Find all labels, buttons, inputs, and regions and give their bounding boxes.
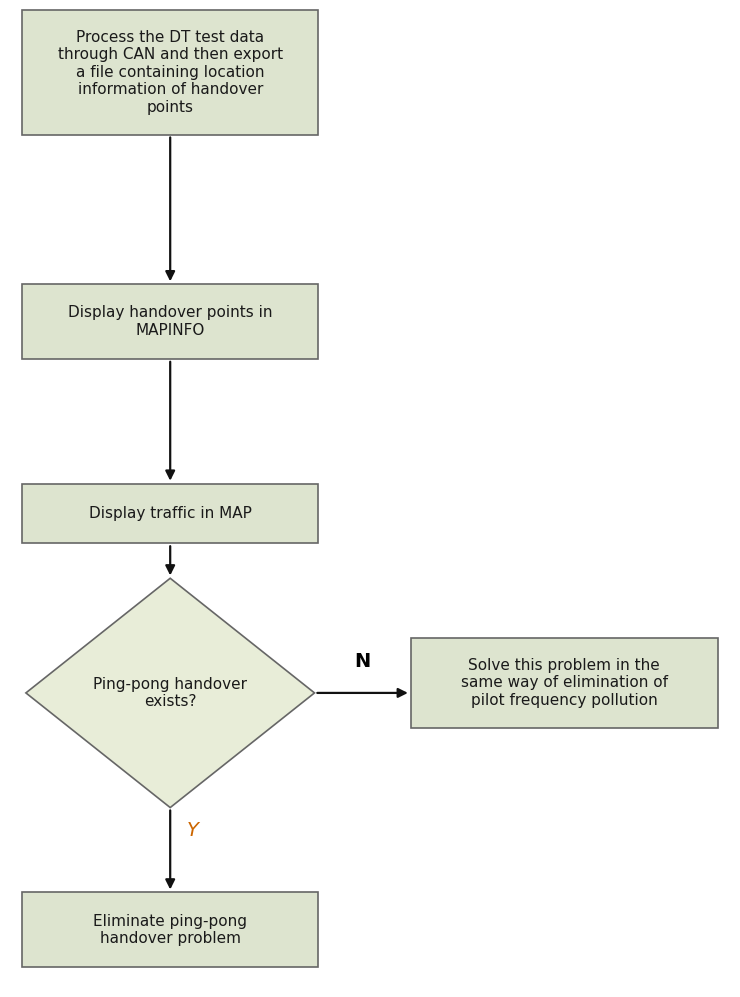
Polygon shape <box>26 578 314 808</box>
FancyBboxPatch shape <box>22 484 318 543</box>
Text: Display handover points in
MAPINFO: Display handover points in MAPINFO <box>68 305 272 338</box>
Text: Ping-pong handover
exists?: Ping-pong handover exists? <box>93 677 247 709</box>
FancyBboxPatch shape <box>22 10 318 135</box>
FancyBboxPatch shape <box>22 892 318 967</box>
Text: Process the DT test data
through CAN and then export
a file containing location
: Process the DT test data through CAN and… <box>58 30 283 115</box>
FancyBboxPatch shape <box>22 284 318 359</box>
Text: Display traffic in MAP: Display traffic in MAP <box>89 505 252 521</box>
Text: Y: Y <box>186 821 198 839</box>
FancyBboxPatch shape <box>411 638 718 728</box>
Text: Solve this problem in the
same way of elimination of
pilot frequency pollution: Solve this problem in the same way of el… <box>461 658 667 708</box>
Text: Eliminate ping-pong
handover problem: Eliminate ping-pong handover problem <box>93 913 247 946</box>
Text: N: N <box>354 652 371 671</box>
